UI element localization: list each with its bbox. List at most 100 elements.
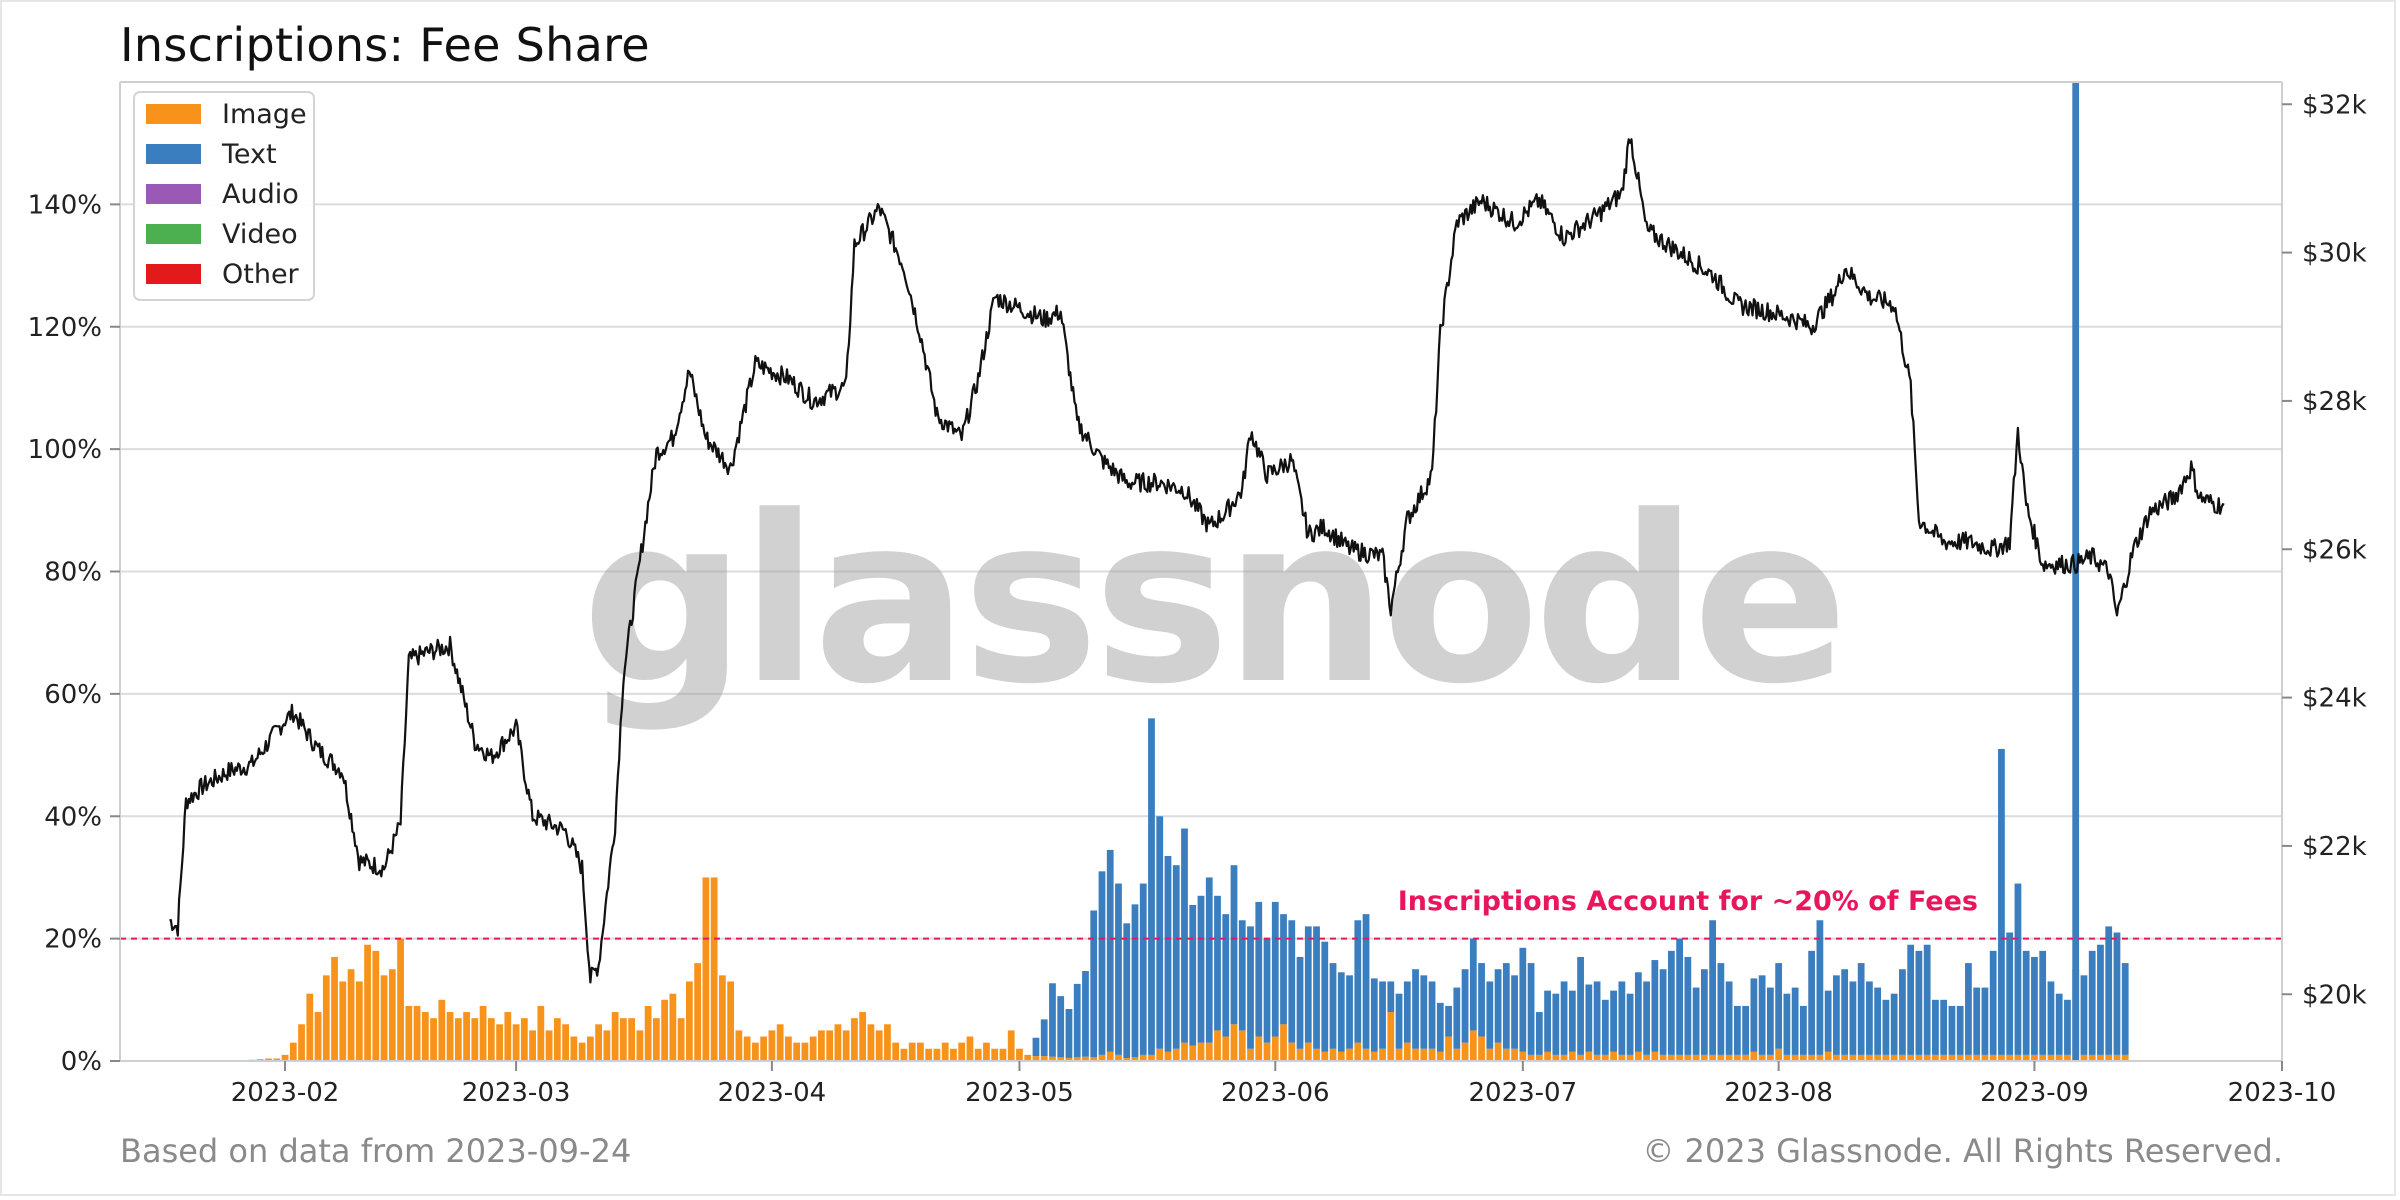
bar-text bbox=[1783, 993, 1791, 1055]
bar-image bbox=[1387, 1012, 1395, 1061]
bar-image bbox=[628, 1018, 636, 1061]
bar-image bbox=[760, 1036, 768, 1061]
bar-image bbox=[2080, 1054, 2088, 1061]
bar-image bbox=[1874, 1054, 1882, 1061]
bar-text bbox=[1725, 981, 1733, 1055]
bar-text bbox=[1651, 960, 1659, 1052]
bar-image bbox=[851, 1018, 858, 1061]
legend-label-audio: Audio bbox=[222, 179, 299, 210]
bar-text bbox=[1857, 963, 1865, 1055]
bar-image bbox=[1296, 1048, 1304, 1061]
bar-image bbox=[438, 999, 446, 1061]
bar-image bbox=[1073, 1057, 1081, 1061]
data-date-note: Based on data from 2023-09-24 bbox=[120, 1132, 632, 1170]
bar-text bbox=[1197, 895, 1205, 1043]
bar-image bbox=[1445, 1036, 1452, 1061]
bar-image bbox=[1255, 1036, 1263, 1061]
bar-image bbox=[1808, 1054, 1816, 1061]
bar-image bbox=[966, 1036, 974, 1061]
bar-image bbox=[1139, 1054, 1147, 1061]
bar-text bbox=[1544, 990, 1551, 1052]
bar-text bbox=[1890, 993, 1898, 1055]
bar-image bbox=[1502, 1048, 1510, 1061]
bar-text bbox=[1461, 969, 1469, 1043]
x-tick-label: 2023-03 bbox=[462, 1078, 571, 1108]
bar-text bbox=[1907, 944, 1915, 1055]
bar-text bbox=[1643, 981, 1650, 1055]
bar-image bbox=[1725, 1054, 1733, 1061]
bar-text bbox=[1568, 990, 1576, 1052]
bar-image bbox=[1519, 1051, 1527, 1061]
legend-swatch-image bbox=[146, 104, 201, 124]
bar-image bbox=[1478, 1036, 1485, 1061]
bar-image bbox=[1189, 1045, 1197, 1061]
bar-text bbox=[1395, 993, 1403, 1049]
bar-text bbox=[1816, 920, 1824, 1055]
bar-image bbox=[1857, 1054, 1865, 1061]
bar-image bbox=[2121, 1054, 2129, 1061]
bar-image bbox=[694, 963, 702, 1061]
bar-image bbox=[2031, 1054, 2038, 1061]
bar-text bbox=[1733, 1005, 1741, 1055]
bar-text bbox=[1478, 963, 1485, 1037]
y-right-tick-label: $28k bbox=[2302, 387, 2367, 417]
bar-image bbox=[339, 981, 347, 1061]
bar-image bbox=[950, 1048, 957, 1061]
legend: Image Text Audio Video Other bbox=[133, 91, 315, 301]
bar-image bbox=[1263, 1042, 1271, 1061]
bar-image bbox=[1337, 1051, 1345, 1061]
y-left-tick-label: 60% bbox=[44, 680, 102, 710]
bar-image bbox=[900, 1048, 908, 1061]
bar-text bbox=[1387, 981, 1395, 1013]
bar-text bbox=[2006, 932, 2014, 1055]
y-left-tick-label: 20% bbox=[44, 925, 102, 955]
bar-image bbox=[2088, 1054, 2096, 1061]
x-tick-label: 2023-07 bbox=[1469, 1078, 1578, 1108]
bar-image bbox=[619, 1018, 627, 1061]
bar-image bbox=[834, 1024, 842, 1061]
bar-text bbox=[1494, 969, 1502, 1043]
bar-text bbox=[1634, 972, 1642, 1052]
bar-image bbox=[1700, 1054, 1708, 1061]
bar-image bbox=[355, 981, 363, 1061]
bar-text bbox=[1973, 987, 1981, 1055]
bar-image bbox=[1511, 1048, 1518, 1061]
bar-text bbox=[1164, 856, 1172, 1052]
bar-image bbox=[1626, 1054, 1634, 1061]
bar-image bbox=[1989, 1054, 1997, 1061]
y-right-tick-label: $26k bbox=[2302, 535, 2367, 565]
bar-image bbox=[1956, 1054, 1964, 1061]
bar-image bbox=[1866, 1054, 1873, 1061]
annotation-text: Inscriptions Account for ~20% of Fees bbox=[1398, 886, 1978, 917]
x-tick-label: 2023-02 bbox=[231, 1078, 340, 1108]
bar-text bbox=[1585, 984, 1593, 1052]
bar-image bbox=[289, 1042, 297, 1061]
bar-image bbox=[1899, 1054, 1906, 1061]
bar-image bbox=[999, 1048, 1007, 1061]
bar-image bbox=[1791, 1054, 1799, 1061]
bar-image bbox=[1428, 1048, 1436, 1061]
bar-image bbox=[941, 1042, 949, 1061]
legend-label-other: Other bbox=[222, 259, 300, 290]
bar-image bbox=[1750, 1051, 1758, 1061]
bar-image bbox=[520, 1018, 528, 1061]
bar-text bbox=[1222, 914, 1230, 1037]
reference-line-layer: Inscriptions Account for ~20% of Fees bbox=[120, 886, 2282, 940]
bar-text bbox=[1601, 999, 1609, 1055]
bar-image bbox=[1032, 1056, 1040, 1061]
bar-text bbox=[1717, 963, 1725, 1055]
bar-text bbox=[1502, 963, 1510, 1049]
bar-image bbox=[2113, 1054, 2121, 1061]
bar-image bbox=[413, 1005, 421, 1061]
bar-text bbox=[1131, 904, 1139, 1058]
bar-text bbox=[2064, 999, 2071, 1055]
bar-image bbox=[1684, 1054, 1692, 1061]
bar-image bbox=[2097, 1054, 2104, 1061]
bar-text bbox=[2080, 975, 2088, 1055]
bar-image bbox=[1329, 1048, 1337, 1061]
bar-image bbox=[1585, 1051, 1593, 1061]
bar-image bbox=[1973, 1054, 1981, 1061]
bar-text bbox=[1659, 969, 1667, 1055]
bar-text bbox=[2031, 956, 2038, 1055]
